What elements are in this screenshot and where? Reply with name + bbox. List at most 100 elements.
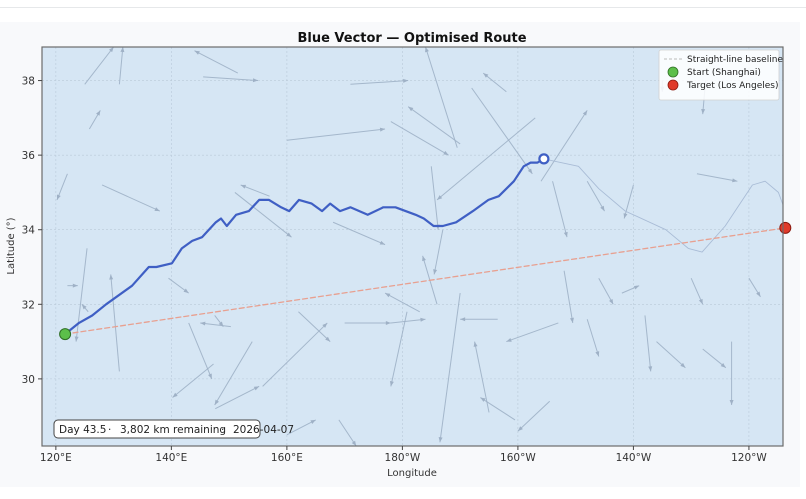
legend-target-label: Target (Los Angeles) (686, 81, 778, 91)
status-box: Day 43.5 · 3,802 km remaining · 2026-04-… (53, 419, 294, 439)
arrow-head-icon (563, 231, 568, 238)
x-tick-label: 120°E (40, 452, 72, 464)
arrow-head-icon (729, 399, 734, 405)
current-arrow (480, 397, 516, 421)
arrow-head-icon (240, 184, 247, 189)
arrow-head-icon (698, 298, 703, 305)
arrow-head-icon (569, 317, 574, 323)
current-arrow (436, 117, 536, 201)
current-arrow (332, 221, 386, 246)
arrow-head-icon (351, 440, 357, 446)
current-arrow (623, 184, 634, 219)
arrow-head-icon (425, 47, 429, 53)
current-arrow (540, 110, 588, 182)
start-shanghai-marker (59, 328, 72, 341)
current-arrow (338, 419, 357, 446)
arrow-head-icon (96, 110, 101, 116)
arrow-head-icon (420, 317, 426, 322)
current-arrow (101, 184, 161, 212)
arrow-head-icon (120, 47, 125, 53)
status-sep-2: · (221, 424, 224, 436)
current-arrow (390, 311, 408, 387)
current-arrow (474, 341, 490, 413)
route-series (63, 157, 783, 336)
y-tick-label: 32 (22, 299, 35, 311)
arrow-head-icon (408, 106, 414, 112)
plot-area (42, 47, 783, 446)
arrow-head-icon (385, 320, 391, 325)
arrow-head-icon (252, 78, 259, 83)
legend-start-label: Start (Shanghai) (687, 68, 761, 78)
current-position-marker (538, 153, 550, 165)
arrow-head-icon (389, 381, 394, 387)
current-arrow (75, 248, 88, 342)
x-tick-label: 160°W (500, 452, 536, 464)
current-arrow (430, 166, 439, 230)
current-arrow (262, 322, 328, 387)
arrow-head-icon (732, 178, 738, 183)
arrow-head-icon (648, 366, 653, 372)
arrow-head-icon (506, 338, 512, 342)
current-arrow (384, 292, 420, 313)
arrow-head-icon (74, 336, 79, 342)
current-arrow (172, 363, 214, 398)
arrow-head-icon (403, 78, 409, 83)
arrow-head-icon (595, 351, 600, 357)
current-arrow (425, 47, 458, 148)
current-arrow (517, 400, 551, 432)
status-date: 2026-04-07 (233, 424, 294, 436)
current-arrow (286, 128, 386, 141)
current-arrow (552, 181, 568, 238)
current-arrow (696, 173, 738, 182)
arrow-head-icon (582, 110, 588, 116)
x-tick-label: 160°E (271, 452, 303, 464)
current-arrow (240, 184, 270, 197)
arrow-head-icon (379, 127, 386, 132)
x-tick-label: 120°W (731, 452, 767, 464)
current-arrow (118, 47, 124, 85)
y-tick-label: 36 (22, 150, 36, 162)
arrow-head-icon (214, 399, 219, 405)
current-arrow (390, 121, 449, 156)
current-arrow (439, 293, 461, 443)
arrow-head-icon (183, 288, 189, 294)
arrow-head-icon (310, 419, 316, 424)
arrow-head-icon (433, 269, 438, 275)
current-arrow (656, 341, 686, 369)
current-arrow (390, 318, 426, 324)
chart-title: Blue Vector — Optimised Route (297, 31, 526, 46)
x-tick-label: 140°W (616, 452, 652, 464)
arrow-head-icon (600, 205, 605, 212)
arrow-head-icon (701, 108, 706, 115)
legend: Straight-line baseline Start (Shanghai) … (658, 49, 783, 101)
arrow-head-icon (72, 283, 78, 288)
legend-start-marker (667, 66, 679, 78)
arrow-head-icon (218, 321, 224, 327)
arrow-head-icon (438, 437, 443, 443)
arrow-head-icon (385, 293, 391, 298)
arrow-head-icon (756, 291, 761, 297)
current-arrow (286, 419, 316, 436)
arrow-head-icon (720, 362, 726, 368)
current-arrow (433, 229, 444, 275)
arrow-head-icon (633, 285, 640, 290)
current-arrow (350, 80, 409, 85)
current-arrow (110, 274, 120, 372)
series-planned-remainder (543, 158, 783, 253)
current-arrow (407, 106, 461, 145)
current-arrow (586, 319, 600, 357)
current-arrow (298, 311, 331, 342)
y-tick-label: 38 (22, 76, 35, 88)
current-arrow (214, 341, 253, 406)
current-arrow (203, 76, 259, 82)
status-remaining: 3,802 km remaining (120, 424, 226, 436)
arrow-head-icon (81, 304, 87, 310)
arrow-head-icon (517, 426, 523, 432)
arrow-head-icon (208, 373, 212, 379)
status-sep-1: · (108, 424, 111, 436)
current-arrow (188, 322, 213, 380)
arrow-head-icon (460, 317, 466, 322)
arrow-head-icon (527, 168, 533, 174)
arrow-head-icon (57, 194, 61, 200)
arrow-head-icon (109, 274, 114, 280)
